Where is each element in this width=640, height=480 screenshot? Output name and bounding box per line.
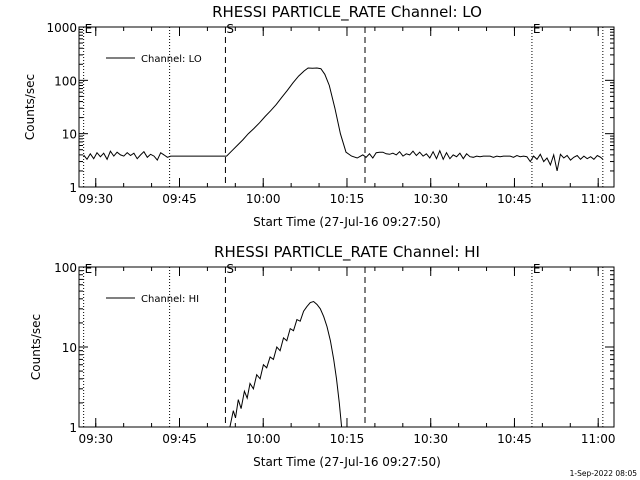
- y-tick-label: 100: [54, 74, 77, 88]
- x-tick-label: 10:45: [497, 432, 532, 446]
- x-axis-label: Start Time (27-Jul-16 09:27:50): [253, 455, 441, 469]
- x-tick-label: 11:00: [581, 432, 616, 446]
- y-tick-label: 1: [69, 421, 77, 435]
- x-tick-label: 10:00: [246, 192, 281, 206]
- x-tick-label: 09:30: [78, 432, 113, 446]
- x-tick-label: 09:45: [162, 432, 197, 446]
- x-tick-label: 10:30: [413, 432, 448, 446]
- x-tick-label: 10:00: [246, 432, 281, 446]
- y-tick-label: 1000: [46, 21, 77, 35]
- marker-label: E: [85, 262, 93, 276]
- x-tick-label: 10:15: [330, 192, 365, 206]
- legend-label: Channel: LO: [141, 54, 202, 65]
- x-tick-label: 09:30: [78, 192, 113, 206]
- marker-label: S: [226, 262, 234, 276]
- y-tick-label: 10: [62, 341, 77, 355]
- lo-channel-panel: RHESSI PARTICLE_RATE Channel: LO Counts/…: [23, 3, 615, 229]
- y-tick-label: 100: [54, 261, 77, 275]
- x-tick-label: 10:15: [330, 432, 365, 446]
- marker-label: S: [226, 22, 234, 36]
- chart-title: RHESSI PARTICLE_RATE Channel: LO: [212, 3, 482, 22]
- y-tick-label: 10: [62, 128, 77, 142]
- marker-label: E: [533, 22, 541, 36]
- x-axis-label: Start Time (27-Jul-16 09:27:50): [253, 215, 441, 229]
- x-tick-label: 10:45: [497, 192, 532, 206]
- y-tick-label: 1: [69, 181, 77, 195]
- x-tick-label: 11:00: [581, 192, 616, 206]
- x-tick-label: 10:30: [413, 192, 448, 206]
- y-axis-label: Counts/sec: [29, 314, 43, 380]
- series-line: [229, 300, 343, 428]
- x-tick-label: 09:45: [162, 192, 197, 206]
- marker-label: E: [85, 22, 93, 36]
- marker-label: E: [533, 262, 541, 276]
- legend-label: Channel: HI: [141, 294, 199, 305]
- footer-timestamp: 1-Sep-2022 08:05: [570, 469, 638, 478]
- chart-title: RHESSI PARTICLE_RATE Channel: HI: [214, 243, 480, 262]
- hi-channel-panel: RHESSI PARTICLE_RATE Channel: HI Counts/…: [29, 243, 615, 469]
- y-axis-label: Counts/sec: [23, 74, 37, 140]
- series-line: [83, 67, 604, 172]
